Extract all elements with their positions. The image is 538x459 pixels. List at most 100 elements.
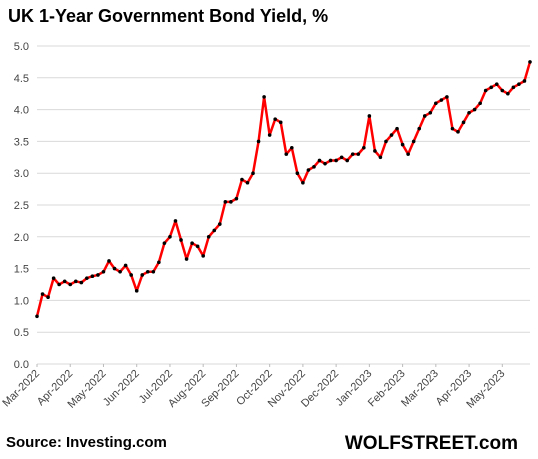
y-tick-label: 4.5 bbox=[14, 73, 29, 85]
point bbox=[400, 142, 405, 147]
point bbox=[445, 95, 449, 99]
point bbox=[439, 98, 444, 102]
point bbox=[334, 158, 338, 163]
point bbox=[212, 228, 217, 233]
point bbox=[461, 120, 466, 125]
point bbox=[467, 110, 471, 115]
point bbox=[217, 222, 222, 226]
point bbox=[350, 152, 355, 156]
point bbox=[517, 82, 521, 86]
point bbox=[290, 145, 294, 150]
point bbox=[273, 117, 277, 121]
point bbox=[245, 180, 250, 185]
y-tick-label: 3.5 bbox=[14, 136, 29, 148]
point bbox=[328, 158, 333, 163]
line bbox=[35, 61, 532, 317]
point bbox=[295, 171, 300, 175]
point bbox=[107, 259, 111, 263]
point bbox=[378, 155, 383, 160]
point bbox=[367, 114, 372, 118]
point bbox=[134, 289, 139, 293]
point bbox=[500, 88, 505, 93]
point bbox=[129, 273, 133, 277]
point bbox=[162, 241, 167, 245]
point bbox=[151, 269, 156, 274]
point bbox=[184, 257, 189, 261]
y-tick-label: 4.0 bbox=[14, 105, 29, 117]
point bbox=[145, 269, 150, 274]
point bbox=[46, 295, 50, 300]
y-tick-label: 5.0 bbox=[14, 41, 29, 53]
y-tick-label: 0.5 bbox=[14, 327, 29, 339]
point bbox=[51, 276, 56, 280]
point bbox=[312, 165, 316, 169]
point bbox=[384, 139, 388, 144]
point bbox=[506, 91, 510, 96]
point bbox=[234, 196, 239, 201]
point bbox=[85, 276, 89, 280]
point bbox=[422, 114, 427, 118]
point bbox=[478, 101, 482, 106]
point bbox=[428, 110, 433, 115]
point bbox=[278, 120, 283, 125]
point bbox=[179, 238, 183, 242]
point bbox=[323, 161, 327, 166]
point bbox=[256, 139, 261, 144]
point bbox=[317, 158, 322, 163]
point bbox=[62, 279, 67, 284]
point bbox=[395, 126, 399, 131]
point bbox=[35, 314, 39, 319]
point bbox=[57, 282, 61, 287]
point bbox=[472, 107, 477, 112]
point bbox=[68, 282, 73, 287]
point bbox=[411, 139, 416, 144]
point bbox=[173, 219, 178, 223]
point bbox=[101, 269, 106, 274]
point bbox=[140, 273, 145, 277]
point bbox=[90, 274, 95, 279]
brand: WOLFSTREET.com bbox=[345, 433, 518, 454]
y-tick-label: 2.5 bbox=[14, 200, 29, 212]
point bbox=[434, 101, 438, 106]
y-tick-label: 0.0 bbox=[14, 359, 29, 371]
point bbox=[456, 130, 460, 134]
y-tick-label: 1.0 bbox=[14, 295, 29, 307]
point bbox=[373, 149, 377, 153]
point bbox=[284, 152, 289, 156]
point bbox=[123, 263, 128, 268]
point bbox=[229, 200, 233, 204]
point bbox=[483, 88, 488, 93]
point bbox=[267, 133, 272, 137]
point bbox=[489, 85, 494, 90]
point bbox=[73, 279, 78, 284]
point bbox=[201, 254, 205, 258]
y-tick-label: 2.0 bbox=[14, 232, 29, 244]
point bbox=[522, 79, 527, 83]
y-tick-label: 3.0 bbox=[14, 168, 29, 180]
point bbox=[40, 292, 45, 296]
point bbox=[168, 235, 172, 239]
point bbox=[528, 60, 532, 64]
x-tick-label: Mar-2022 bbox=[0, 368, 42, 410]
point bbox=[406, 152, 410, 156]
point bbox=[301, 180, 305, 185]
point bbox=[223, 200, 228, 204]
point bbox=[356, 152, 361, 156]
point bbox=[345, 158, 350, 163]
point bbox=[206, 235, 211, 239]
chart-title: UK 1-Year Government Bond Yield, % bbox=[8, 6, 328, 26]
point bbox=[157, 260, 161, 265]
point bbox=[389, 133, 394, 137]
point bbox=[195, 244, 200, 249]
point bbox=[118, 269, 122, 274]
point bbox=[511, 85, 516, 90]
point bbox=[339, 155, 344, 160]
y-tick-label: 1.5 bbox=[14, 264, 29, 276]
point bbox=[494, 82, 499, 86]
point bbox=[190, 241, 194, 245]
point bbox=[362, 145, 366, 150]
point bbox=[96, 273, 100, 277]
point bbox=[251, 171, 255, 175]
x-tick-label: Jun-2022 bbox=[101, 368, 142, 409]
